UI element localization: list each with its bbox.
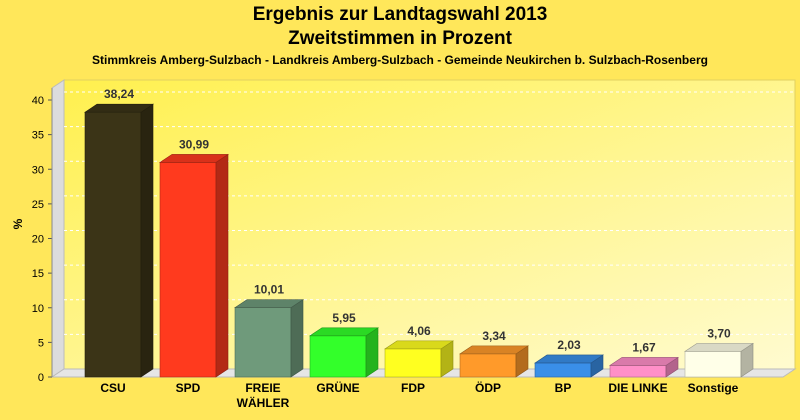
y-tick-label: 40 [32,95,44,107]
bar-top [234,299,304,308]
bar-top [84,103,154,113]
bar-side [215,153,229,378]
plot-side-wall [51,79,65,378]
chart-subtitle: Zweitstimmen in Prozent [288,28,512,49]
bar-front [459,353,517,378]
bar-value-label: 5,95 [332,311,356,325]
y-tick-label: 25 [32,199,44,211]
y-tick-label: 15 [32,268,44,280]
bar-front [534,362,592,378]
bar-front [84,111,142,378]
y-tick-label: 20 [32,234,44,246]
bar-front [159,162,217,378]
bar: 3,34 [459,329,529,378]
bar-side [365,327,379,378]
x-category-label: Sonstige [688,381,739,395]
bar-value-label: 2,03 [557,338,581,352]
bars: 38,24 30,99 10,01 5,95 4,06 3,34 2,03 1,67 3,70 [84,87,754,378]
bar-value-label: 1,67 [632,340,656,354]
x-category-label: GRÜNE [316,380,359,395]
x-category-label: FREIE [245,381,280,395]
bar-side [290,299,304,378]
bar-value-label: 38,24 [104,87,134,101]
bar-value-label: 10,01 [254,283,284,297]
chart-title: Ergebnis zur Landtagswahl 2013 [252,4,548,25]
x-category-label: DIE LINKE [608,381,667,395]
bar: 2,03 [534,338,604,378]
x-category-label: CSU [100,381,125,395]
bar-top [159,154,229,163]
x-category-label: SPD [176,381,201,395]
y-tick-label: 35 [32,130,44,142]
y-tick-label: 30 [32,164,44,176]
y-tick-label: 10 [32,303,44,315]
bar: 5,95 [309,311,379,378]
bar-side [140,103,154,378]
x-category-label: ÖDP [475,380,501,395]
y-axis: 0 5 10 15 20 25 30 35 40 [32,88,53,384]
bar-value-label: 30,99 [179,137,209,151]
bar: 10,01 [234,283,304,378]
bar: 1,67 [609,340,679,378]
bar-front [234,307,292,378]
bar: 30,99 [159,137,229,378]
bar-top [384,340,454,350]
x-category-label: BP [555,381,572,395]
bar-top [684,343,754,352]
bar-value-label: 3,70 [707,326,731,340]
bar-top [309,327,379,337]
x-category-label: WÄHLER [237,395,290,410]
bar: 38,24 [84,87,154,378]
bar-top [459,345,529,355]
bar-value-label: 4,06 [407,324,431,338]
bar-front [309,335,367,378]
bar: 4,06 [384,324,454,378]
bar-top [609,357,679,366]
bar: 3,70 [684,326,754,378]
bar-front [684,351,742,378]
chart-caption: Stimmkreis Amberg-Sulzbach - Landkreis A… [92,53,708,67]
bar-front [609,365,667,378]
y-tick-label: 5 [38,337,44,349]
plot-area [50,79,797,378]
bar-top [534,354,604,364]
bar-value-label: 3,34 [482,329,506,343]
y-tick-label: 0 [38,372,44,384]
x-category-label: FDP [401,381,425,395]
bar-front [384,348,442,378]
y-axis-label: % [11,218,25,229]
